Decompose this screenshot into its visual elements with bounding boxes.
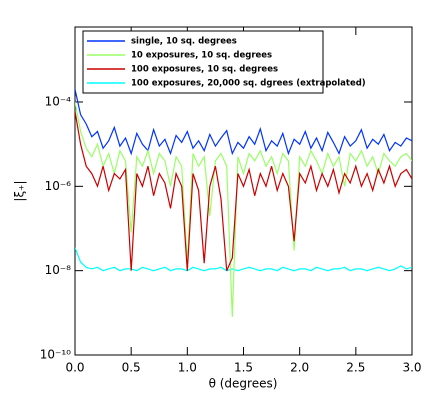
x-axis-label: θ (degrees): [209, 377, 278, 391]
y-axis-label: |ξ₊|: [13, 180, 27, 201]
series-line: [75, 111, 412, 271]
x-tick-label: 0.0: [65, 361, 84, 375]
y-tick-label: 10⁻¹⁰: [40, 348, 71, 362]
legend-label: 10 exposures, 10 sq. degrees: [131, 51, 272, 61]
x-tick-label: 2.5: [346, 361, 365, 375]
series-line: [75, 247, 412, 272]
x-tick-label: 2.0: [290, 361, 309, 375]
x-tick-label: 1.0: [178, 361, 197, 375]
x-tick-label: 0.5: [122, 361, 141, 375]
y-tick-label: 10⁻⁴: [45, 94, 72, 108]
legend-label: 100 exposures, 20,000 sq. dgrees (extrap…: [131, 79, 366, 89]
x-tick-label: 1.5: [234, 361, 253, 375]
y-tick-label: 10⁻⁶: [45, 179, 72, 193]
series-line: [75, 89, 412, 156]
legend-label: 100 exposures, 10 sq. degrees: [131, 65, 278, 75]
y-tick-label: 10⁻⁸: [45, 263, 72, 277]
x-tick-label: 3.0: [402, 361, 421, 375]
legend-label: single, 10 sq. degrees: [131, 37, 237, 47]
series-line: [75, 101, 412, 317]
